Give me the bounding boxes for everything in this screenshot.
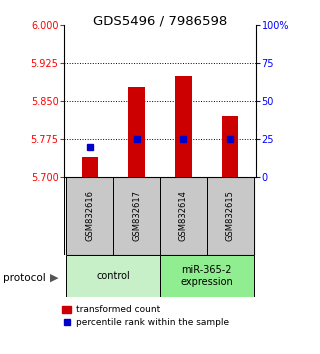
Bar	[160, 255, 254, 297]
Text: protocol: protocol	[3, 273, 46, 283]
Bar	[66, 177, 113, 255]
Bar	[128, 87, 145, 177]
Bar	[160, 177, 207, 255]
Text: GSM832617: GSM832617	[132, 190, 141, 241]
Text: miR-365-2
expression: miR-365-2 expression	[180, 265, 233, 287]
Text: GDS5496 / 7986598: GDS5496 / 7986598	[93, 14, 227, 27]
Text: GSM832616: GSM832616	[85, 190, 94, 241]
Bar	[113, 177, 160, 255]
Bar	[175, 75, 192, 177]
Legend: transformed count, percentile rank within the sample: transformed count, percentile rank withi…	[62, 306, 229, 327]
Bar	[66, 255, 160, 297]
Text: GSM832615: GSM832615	[226, 190, 235, 241]
Text: GSM832614: GSM832614	[179, 190, 188, 241]
Text: ▶: ▶	[50, 273, 59, 283]
Bar	[82, 157, 98, 177]
Text: control: control	[96, 271, 130, 281]
Bar	[222, 116, 238, 177]
Bar	[207, 177, 254, 255]
